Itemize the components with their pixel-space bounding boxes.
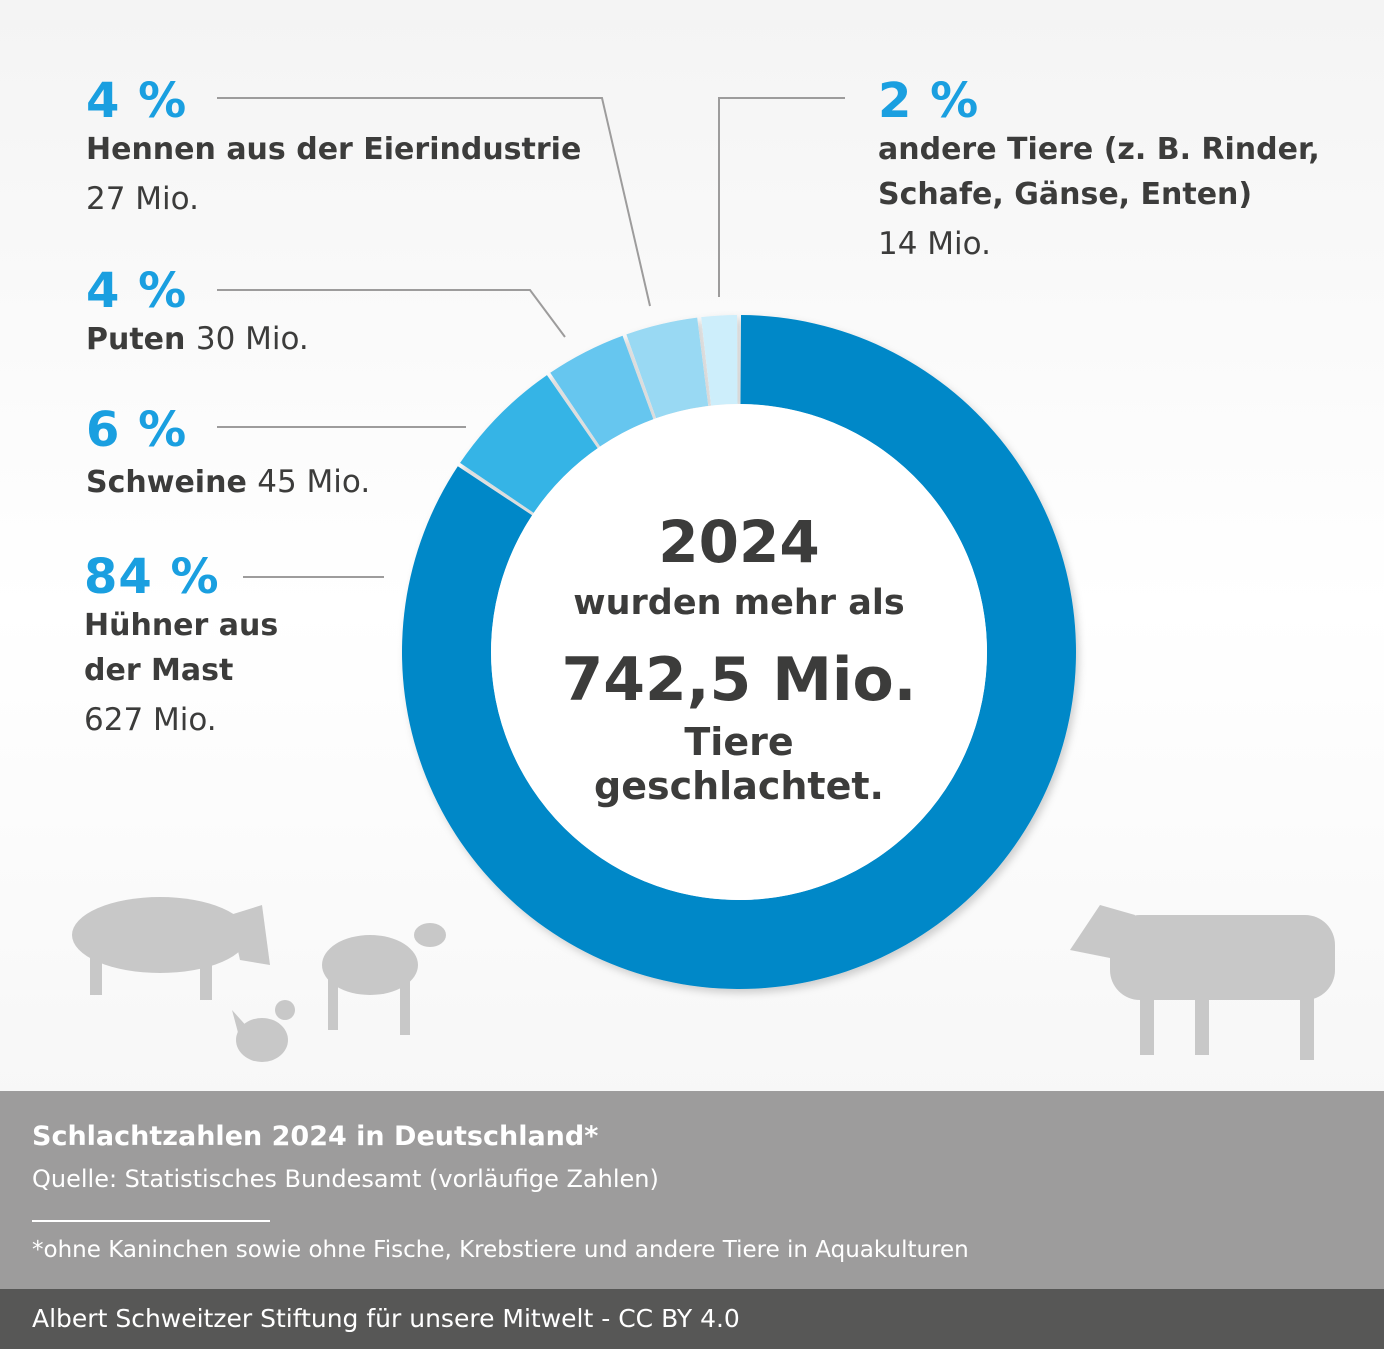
label-hennen: 4 % Hennen aus der Eierindustrie 27 Mio. — [86, 75, 581, 222]
center-line1: wurden mehr als — [573, 583, 905, 623]
name-hennen: Hennen aus der Eierindustrie — [86, 132, 582, 167]
sheep-icon — [322, 923, 446, 1035]
label-huehner: 84 % Hühner aus der Mast 627 Mio. — [84, 551, 278, 743]
credit-bar: Albert Schweitzer Stiftung für unsere Mi… — [0, 1289, 1384, 1349]
animal-silhouettes — [72, 897, 1335, 1062]
cow-icon — [1070, 905, 1335, 1060]
value-huehner: 627 Mio. — [84, 702, 217, 738]
chicken-icon — [232, 1000, 295, 1062]
center-total: 742,5 Mio. — [561, 645, 917, 715]
center-year: 2024 — [658, 508, 820, 576]
donut-slice-1 — [460, 375, 598, 513]
value-andere: 14 Mio. — [878, 226, 991, 262]
name-andere-2: Schafe, Gänse, Enten) — [878, 177, 1253, 212]
label-andere: 2 % andere Tiere (z. B. Rinder, Schafe, … — [878, 75, 1320, 267]
donut-slice-4 — [701, 315, 738, 406]
name-huehner-2: der Mast — [84, 653, 234, 688]
footer-divider — [32, 1220, 270, 1222]
name-huehner-1: Hühner aus — [84, 608, 279, 643]
percent-hennen: 4 % — [86, 73, 188, 129]
leader-line-puten — [217, 289, 566, 338]
center-line2: Tiere geschlachtet. — [594, 720, 884, 808]
value-schweine: 45 Mio. — [257, 464, 371, 500]
leader-lines — [217, 97, 845, 578]
percent-schweine: 6 % — [86, 402, 188, 458]
donut-hole — [491, 404, 987, 900]
donut-slice-2 — [550, 335, 654, 447]
donut-chart — [72, 97, 1335, 1062]
footer: Schlachtzahlen 2024 in Deutschland* Quel… — [0, 1091, 1384, 1289]
name-puten: Puten — [86, 322, 186, 357]
donut-slice-3 — [626, 317, 709, 419]
leader-line-andere — [718, 97, 845, 297]
percent-huehner: 84 % — [84, 549, 220, 605]
name-schweine: Schweine — [86, 465, 247, 500]
credit-text: Albert Schweitzer Stiftung für unsere Mi… — [32, 1304, 740, 1333]
pig-icon — [72, 897, 270, 1000]
name-andere-1: andere Tiere (z. B. Rinder, — [878, 132, 1320, 167]
label-puten: 4 % Puten 30 Mio. — [86, 265, 309, 362]
footer-title: Schlachtzahlen 2024 in Deutschland* — [32, 1121, 599, 1152]
leader-line-hennen — [217, 97, 651, 307]
value-puten: 30 Mio. — [195, 321, 309, 357]
percent-puten: 4 % — [86, 263, 188, 319]
label-schweine: 6 % Schweine 45 Mio. — [86, 404, 370, 505]
footer-source: Quelle: Statistisches Bundesamt (vorläuf… — [32, 1165, 659, 1193]
percent-andere: 2 % — [878, 73, 980, 129]
footer-note: *ohne Kaninchen sowie ohne Fische, Krebs… — [32, 1237, 969, 1263]
value-hennen: 27 Mio. — [86, 181, 199, 217]
